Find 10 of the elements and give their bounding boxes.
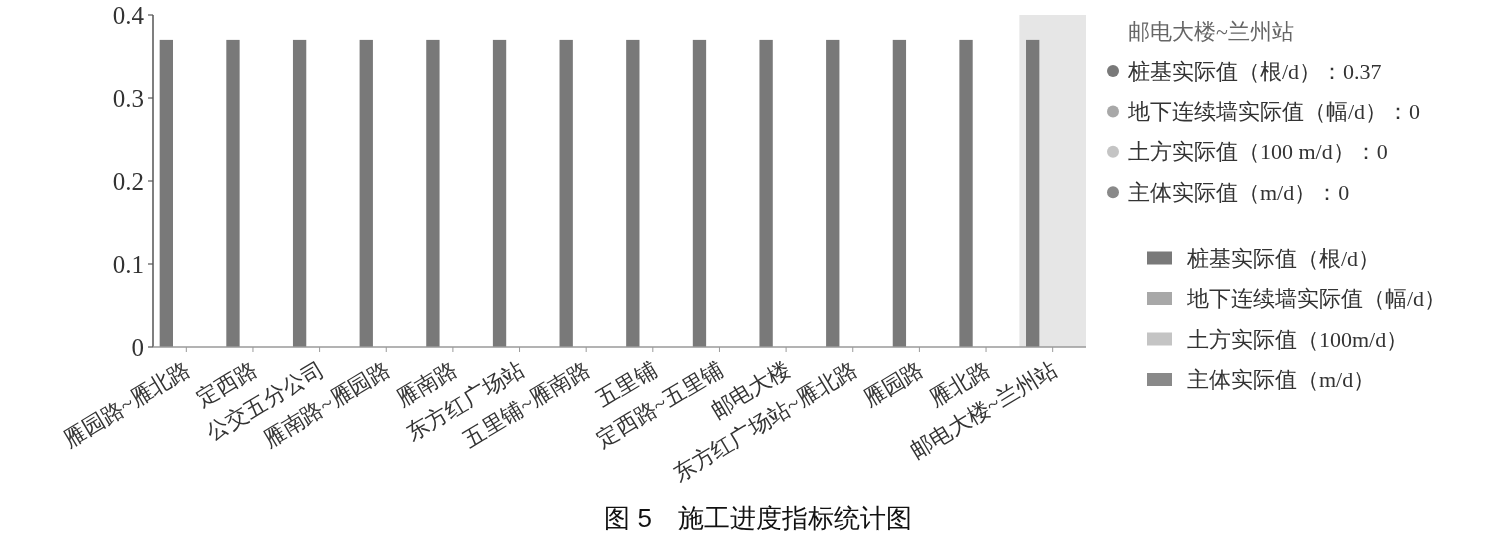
y-tick-label: 0.3 [112,84,144,112]
y-tick-label: 0.4 [112,1,145,29]
x-tick-label: 雁园路 [858,356,928,412]
y-tick-label: 0.2 [112,167,144,195]
y-tick-label: 0.1 [112,250,144,278]
legend-label: 土方实际值（100m/d） [1187,326,1409,352]
legend-label: 桩基实际值（根/d） [1186,245,1381,271]
legend-label: 地下连续墙实际值（幅/d） [1186,286,1447,311]
text: 图 5 施工进度指标统计图 [604,503,912,533]
legend-label: 主体实际值（m/d） [1187,367,1376,392]
